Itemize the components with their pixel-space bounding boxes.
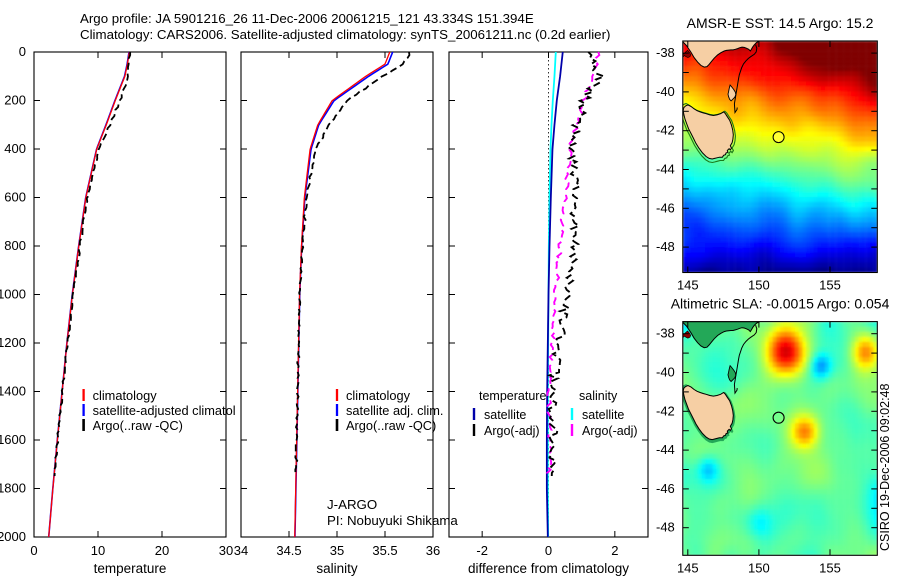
svg-text:36: 36 (426, 543, 440, 558)
svg-text:Argo(-adj): Argo(-adj) (582, 424, 638, 438)
svg-text:1000: 1000 (0, 287, 26, 302)
svg-text:salinity: salinity (316, 561, 358, 576)
svg-text:35.5: 35.5 (372, 543, 397, 558)
svg-text:155: 155 (819, 560, 841, 575)
svg-text:J-ARGO: J-ARGO (327, 497, 377, 512)
svg-text:34.5: 34.5 (276, 543, 301, 558)
svg-text:150: 150 (748, 560, 770, 575)
svg-text:-38: -38 (656, 45, 675, 60)
svg-text:-42: -42 (656, 123, 675, 138)
svg-text:Argo profile: JA 5901216_26 11: Argo profile: JA 5901216_26 11-Dec-2006 … (80, 11, 534, 26)
svg-text:400: 400 (4, 141, 26, 156)
svg-text:-46: -46 (656, 200, 675, 215)
svg-text:1800: 1800 (0, 481, 26, 496)
svg-text:-40: -40 (656, 84, 675, 99)
svg-text:145: 145 (677, 560, 699, 575)
svg-text:salinity: salinity (579, 389, 618, 403)
svg-text:Argo(..raw -QC): Argo(..raw -QC) (346, 418, 436, 433)
svg-text:-42: -42 (656, 403, 675, 418)
svg-text:climatology: climatology (346, 388, 411, 403)
svg-text:10: 10 (91, 543, 105, 558)
svg-text:2000: 2000 (0, 529, 26, 544)
svg-text:1200: 1200 (0, 335, 26, 350)
svg-text:0: 0 (30, 543, 37, 558)
svg-text:34: 34 (234, 543, 248, 558)
svg-text:Argo(..raw -QC): Argo(..raw -QC) (93, 418, 183, 433)
svg-text:0: 0 (545, 543, 552, 558)
svg-text:-38: -38 (656, 326, 675, 341)
svg-text:800: 800 (4, 238, 26, 253)
svg-text:PI: Nobuyuki Shikama: PI: Nobuyuki Shikama (327, 513, 458, 528)
svg-text:145: 145 (677, 278, 699, 293)
svg-text:climatology: climatology (93, 388, 158, 403)
svg-text:AMSR-E SST: 14.5 Argo: 15.2: AMSR-E SST: 14.5 Argo: 15.2 (687, 15, 874, 31)
svg-text:satellite adj. clim.: satellite adj. clim. (346, 403, 443, 418)
svg-text:155: 155 (819, 278, 841, 293)
svg-text:150: 150 (748, 278, 770, 293)
svg-text:-48: -48 (656, 239, 675, 254)
svg-text:-40: -40 (656, 365, 675, 380)
svg-text:temperature: temperature (479, 389, 546, 403)
svg-text:Climatology: CARS2006. Satelli: Climatology: CARS2006. Satellite-adjuste… (80, 27, 610, 42)
svg-text:satellite: satellite (484, 408, 526, 422)
svg-text:0: 0 (19, 44, 26, 59)
svg-text:30: 30 (219, 543, 233, 558)
svg-text:satellite-adjusted climatol: satellite-adjusted climatol (93, 403, 236, 418)
svg-text:Argo(-adj): Argo(-adj) (484, 424, 540, 438)
svg-text:-44: -44 (656, 162, 675, 177)
svg-text:20: 20 (155, 543, 169, 558)
svg-text:satellite: satellite (582, 408, 624, 422)
svg-text:200: 200 (4, 93, 26, 108)
svg-text:35: 35 (330, 543, 344, 558)
svg-text:600: 600 (4, 190, 26, 205)
svg-text:1400: 1400 (0, 384, 26, 399)
svg-text:temperature: temperature (94, 561, 167, 576)
svg-text:difference from climatology: difference from climatology (468, 561, 629, 576)
svg-text:1600: 1600 (0, 432, 26, 447)
svg-text:2: 2 (611, 543, 618, 558)
svg-text:-2: -2 (476, 543, 488, 558)
